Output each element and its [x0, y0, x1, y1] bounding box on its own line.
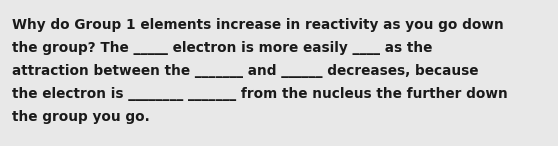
Text: the group? The _____ electron is more easily ____ as the: the group? The _____ electron is more ea… — [12, 41, 432, 55]
Text: the electron is ________ _______ from the nucleus the further down: the electron is ________ _______ from th… — [12, 87, 508, 101]
Text: attraction between the _______ and ______ decreases, because: attraction between the _______ and _____… — [12, 64, 479, 78]
Text: Why do Group 1 elements increase in reactivity as you go down: Why do Group 1 elements increase in reac… — [12, 18, 504, 32]
Text: the group you go.: the group you go. — [12, 110, 150, 124]
